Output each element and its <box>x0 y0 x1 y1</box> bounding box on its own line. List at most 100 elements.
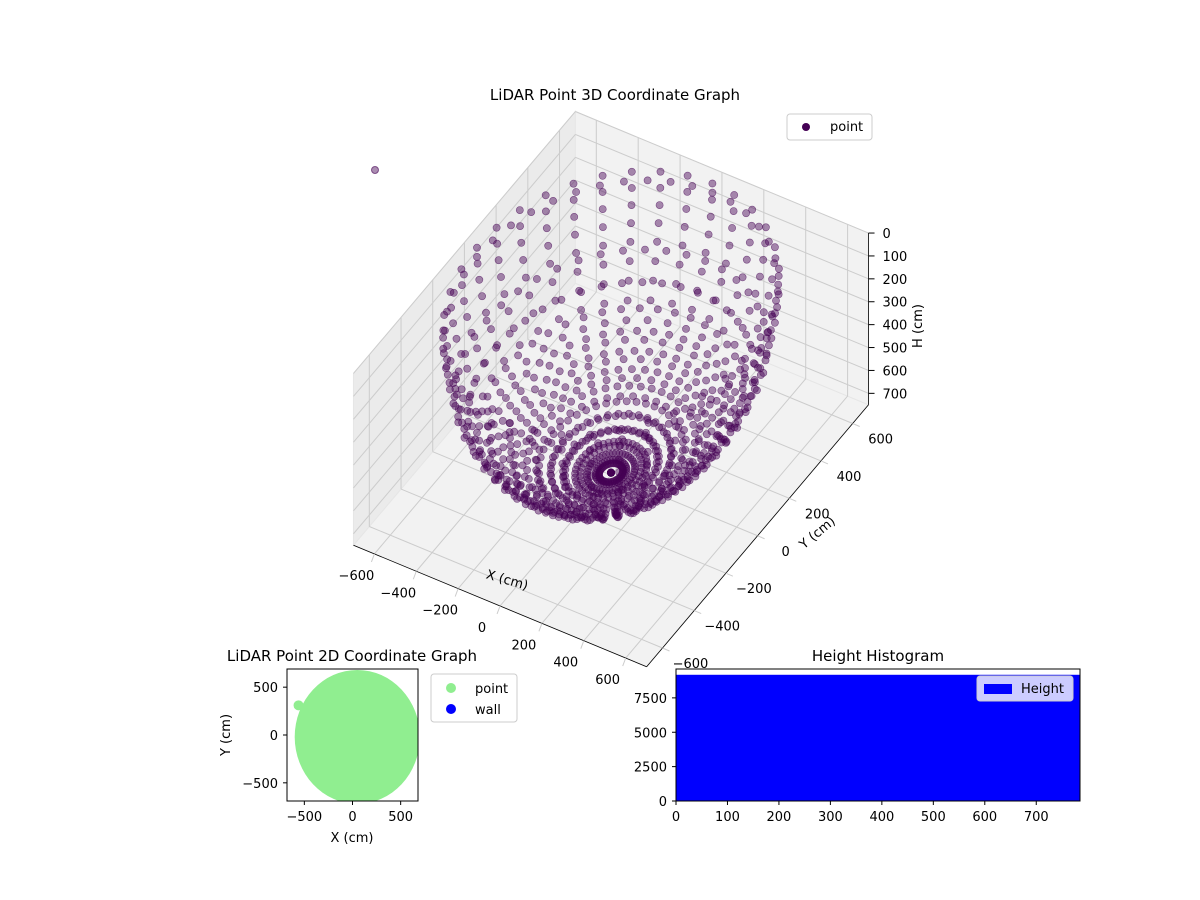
grid-z-back <box>575 156 869 280</box>
tick-y <box>725 572 734 577</box>
point-3d <box>736 399 744 407</box>
point-3d <box>598 205 607 213</box>
point-3d <box>542 207 550 216</box>
point-3d <box>642 428 650 437</box>
point-3d <box>653 237 661 246</box>
grid-z-back <box>575 271 869 394</box>
point-3d <box>466 408 475 416</box>
point-3d <box>556 423 565 431</box>
point-3d <box>505 428 514 437</box>
point-3d <box>457 385 466 394</box>
point-3d <box>501 394 510 402</box>
point-3d <box>636 467 645 476</box>
point-3d <box>599 260 608 269</box>
point-3d <box>598 171 607 180</box>
grid-z-left <box>353 156 576 420</box>
point-3d <box>518 461 527 470</box>
point-3d <box>741 408 750 416</box>
tick-label-hist-x: 100 <box>715 810 740 825</box>
point-3d <box>574 256 583 265</box>
point-3d <box>713 430 722 439</box>
point-3d <box>601 384 610 393</box>
point-3d <box>768 275 776 284</box>
point-3d <box>753 302 762 311</box>
point-3d <box>494 432 503 441</box>
grid-z-left <box>353 248 576 512</box>
chart-hist-legend: Height <box>976 675 1074 702</box>
point-3d <box>559 467 567 476</box>
point-3d <box>539 399 548 408</box>
point-3d <box>583 473 591 481</box>
grid-y-floor <box>432 451 727 574</box>
point-3d <box>457 350 466 358</box>
point-3d <box>546 403 555 412</box>
point-3d <box>637 455 645 464</box>
tick-x <box>538 623 543 632</box>
point-3d <box>731 352 739 361</box>
point-3d <box>643 316 652 325</box>
point-3d <box>600 368 609 376</box>
point-3d <box>655 201 664 209</box>
point-3d <box>607 468 615 477</box>
point-3d <box>671 436 680 445</box>
point-3d <box>711 296 720 305</box>
point-3d <box>618 374 626 382</box>
point-3d <box>537 499 546 508</box>
point-3d <box>596 503 604 512</box>
point-3d <box>599 280 608 288</box>
point-3d <box>465 398 474 407</box>
point-3d <box>643 176 652 185</box>
point-3d <box>702 376 710 385</box>
point-3d <box>681 461 689 470</box>
point-3d <box>558 494 567 503</box>
point-3d <box>672 407 681 416</box>
point-3d <box>613 503 622 511</box>
point-3d <box>742 209 750 218</box>
point-3d <box>535 479 544 488</box>
point-3d <box>565 341 574 350</box>
point-3d <box>442 362 451 371</box>
point-3d <box>636 355 645 364</box>
point-3d <box>675 260 684 269</box>
point-3d <box>545 361 554 370</box>
point-3d <box>616 327 625 336</box>
point-3d <box>569 360 578 368</box>
point-3d <box>592 455 601 464</box>
point-3d <box>572 249 580 257</box>
point-3d <box>721 374 730 383</box>
point-3d <box>668 362 676 371</box>
point-3d <box>678 446 687 454</box>
point-3d <box>460 433 469 442</box>
point-3d <box>756 333 765 342</box>
point-3d <box>548 411 556 420</box>
point-3d <box>700 449 708 457</box>
tick-label-2d-x: 500 <box>388 810 413 825</box>
point-3d <box>538 389 546 397</box>
tick-x <box>580 640 585 649</box>
point-3d <box>570 212 579 221</box>
point-3d <box>504 307 513 316</box>
point-3d <box>475 275 484 284</box>
point-3d <box>745 306 754 315</box>
tick-x <box>370 553 375 563</box>
tick-y <box>789 497 797 502</box>
point-3d <box>692 378 700 386</box>
point-3d <box>601 338 610 347</box>
point-3d <box>597 479 606 487</box>
point-3d <box>671 386 680 395</box>
point-3d <box>508 372 516 381</box>
point-3d <box>682 324 690 333</box>
point-3d <box>546 259 554 268</box>
point-3d <box>707 427 716 436</box>
tick-label-hist-x: 600 <box>972 810 997 825</box>
point-3d <box>638 490 647 498</box>
point-3d <box>653 368 662 377</box>
point-3d <box>596 181 604 190</box>
point-3d <box>636 444 644 453</box>
point-3d <box>544 241 553 250</box>
point-3d <box>708 188 717 197</box>
point-3d <box>485 454 494 463</box>
point-3d <box>517 238 526 247</box>
point-3d <box>520 472 529 481</box>
